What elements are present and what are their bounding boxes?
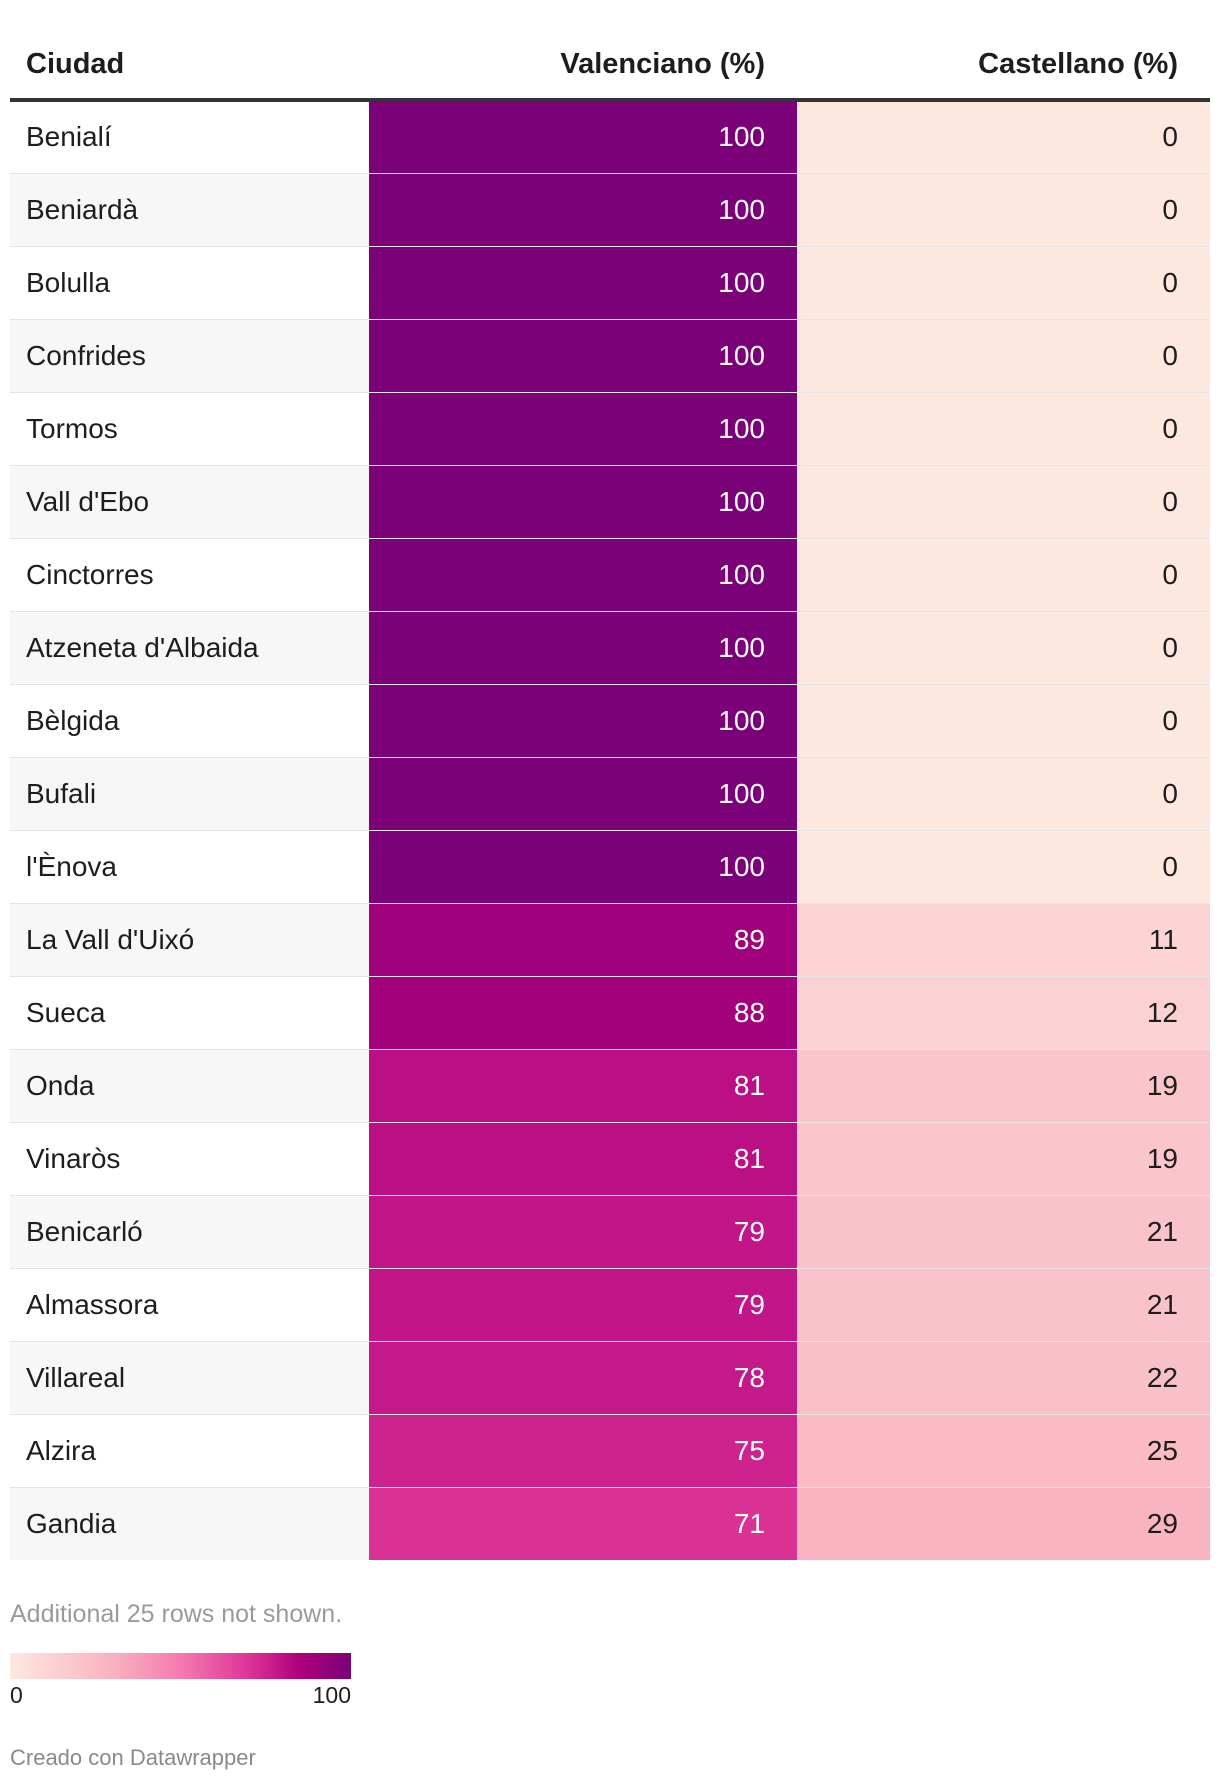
color-legend: 0 100: [10, 1653, 351, 1712]
table-row: Bufali 100 0: [10, 757, 1210, 831]
column-header-valenciano[interactable]: Valenciano (%): [369, 30, 797, 102]
cell-ciudad: l'Ènova: [10, 830, 369, 904]
cell-ciudad: Benicarló: [10, 1195, 369, 1269]
cell-castellano: 11: [797, 903, 1210, 977]
cell-castellano: 19: [797, 1122, 1210, 1196]
cell-castellano: 0: [797, 319, 1210, 393]
cell-ciudad: Vall d'Ebo: [10, 465, 369, 539]
cell-ciudad: Vinaròs: [10, 1122, 369, 1196]
table-row: Sueca 88 12: [10, 976, 1210, 1050]
cell-castellano: 19: [797, 1049, 1210, 1123]
table-row: Confrides 100 0: [10, 319, 1210, 393]
data-table-container: Ciudad Valenciano (%) Castellano (%) Ben…: [10, 30, 1210, 1560]
cell-valenciano: 100: [369, 538, 797, 612]
data-table: Ciudad Valenciano (%) Castellano (%) Ben…: [10, 30, 1210, 1560]
table-header-row: Ciudad Valenciano (%) Castellano (%): [10, 30, 1210, 102]
table-row: Beniardà 100 0: [10, 173, 1210, 247]
rows-not-shown-note: Additional 25 rows not shown.: [10, 1600, 343, 1628]
cell-valenciano: 71: [369, 1487, 797, 1560]
cell-ciudad: Confrides: [10, 319, 369, 393]
cell-castellano: 0: [797, 757, 1210, 831]
table-row: Gandia 71 29: [10, 1487, 1210, 1560]
table-row: Villareal 78 22: [10, 1341, 1210, 1415]
cell-castellano: 22: [797, 1341, 1210, 1415]
cell-valenciano: 75: [369, 1414, 797, 1488]
table-row: Atzeneta d'Albaida 100 0: [10, 611, 1210, 685]
cell-castellano: 21: [797, 1195, 1210, 1269]
cell-ciudad: Alzira: [10, 1414, 369, 1488]
cell-ciudad: Bèlgida: [10, 684, 369, 758]
cell-valenciano: 78: [369, 1341, 797, 1415]
legend-gradient-bar: [10, 1653, 351, 1679]
cell-castellano: 0: [797, 173, 1210, 247]
cell-valenciano: 89: [369, 903, 797, 977]
table-row: Bolulla 100 0: [10, 246, 1210, 320]
cell-castellano: 0: [797, 465, 1210, 539]
table-row: Vinaròs 81 19: [10, 1122, 1210, 1196]
cell-castellano: 0: [797, 246, 1210, 320]
table-row: Tormos 100 0: [10, 392, 1210, 466]
cell-castellano: 0: [797, 100, 1210, 174]
cell-ciudad: Atzeneta d'Albaida: [10, 611, 369, 685]
cell-castellano: 12: [797, 976, 1210, 1050]
cell-castellano: 0: [797, 684, 1210, 758]
cell-ciudad: Bufali: [10, 757, 369, 831]
cell-valenciano: 100: [369, 246, 797, 320]
cell-castellano: 0: [797, 392, 1210, 466]
cell-valenciano: 100: [369, 465, 797, 539]
cell-ciudad: Cinctorres: [10, 538, 369, 612]
cell-valenciano: 100: [369, 611, 797, 685]
table-row: Benialí 100 0: [10, 100, 1210, 174]
table-row: l'Ènova 100 0: [10, 830, 1210, 904]
cell-ciudad: Sueca: [10, 976, 369, 1050]
cell-valenciano: 79: [369, 1195, 797, 1269]
cell-valenciano: 81: [369, 1049, 797, 1123]
cell-castellano: 29: [797, 1487, 1210, 1560]
cell-ciudad: Benialí: [10, 100, 369, 174]
table-body: Benialí 100 0 Beniardà 100 0 Bolulla 100 0 Confri…: [10, 100, 1210, 1560]
cell-valenciano: 100: [369, 392, 797, 466]
cell-valenciano: 100: [369, 830, 797, 904]
cell-ciudad: La Vall d'Uixó: [10, 903, 369, 977]
table-row: Benicarló 79 21: [10, 1195, 1210, 1269]
cell-castellano: 25: [797, 1414, 1210, 1488]
cell-ciudad: Almassora: [10, 1268, 369, 1342]
table-row: Bèlgida 100 0: [10, 684, 1210, 758]
cell-valenciano: 100: [369, 100, 797, 174]
column-header-castellano[interactable]: Castellano (%): [797, 30, 1210, 102]
legend-min-label: 0: [10, 1682, 23, 1708]
cell-valenciano: 88: [369, 976, 797, 1050]
table-row: Cinctorres 100 0: [10, 538, 1210, 612]
cell-ciudad: Tormos: [10, 392, 369, 466]
cell-ciudad: Bolulla: [10, 246, 369, 320]
cell-castellano: 0: [797, 538, 1210, 612]
table-row: Alzira 75 25: [10, 1414, 1210, 1488]
table-row: Onda 81 19: [10, 1049, 1210, 1123]
cell-castellano: 0: [797, 611, 1210, 685]
table-row: Almassora 79 21: [10, 1268, 1210, 1342]
cell-valenciano: 81: [369, 1122, 797, 1196]
cell-valenciano: 100: [369, 757, 797, 831]
table-row: La Vall d'Uixó 89 11: [10, 903, 1210, 977]
cell-ciudad: Beniardà: [10, 173, 369, 247]
datawrapper-credit[interactable]: Creado con Datawrapper: [10, 1745, 256, 1770]
cell-ciudad: Villareal: [10, 1341, 369, 1415]
cell-castellano: 0: [797, 830, 1210, 904]
cell-valenciano: 79: [369, 1268, 797, 1342]
cell-ciudad: Onda: [10, 1049, 369, 1123]
cell-valenciano: 100: [369, 684, 797, 758]
cell-castellano: 21: [797, 1268, 1210, 1342]
table-row: Vall d'Ebo 100 0: [10, 465, 1210, 539]
cell-valenciano: 100: [369, 173, 797, 247]
legend-max-label: 100: [312, 1682, 351, 1708]
cell-valenciano: 100: [369, 319, 797, 393]
column-header-ciudad[interactable]: Ciudad: [10, 30, 369, 102]
cell-ciudad: Gandia: [10, 1487, 369, 1560]
